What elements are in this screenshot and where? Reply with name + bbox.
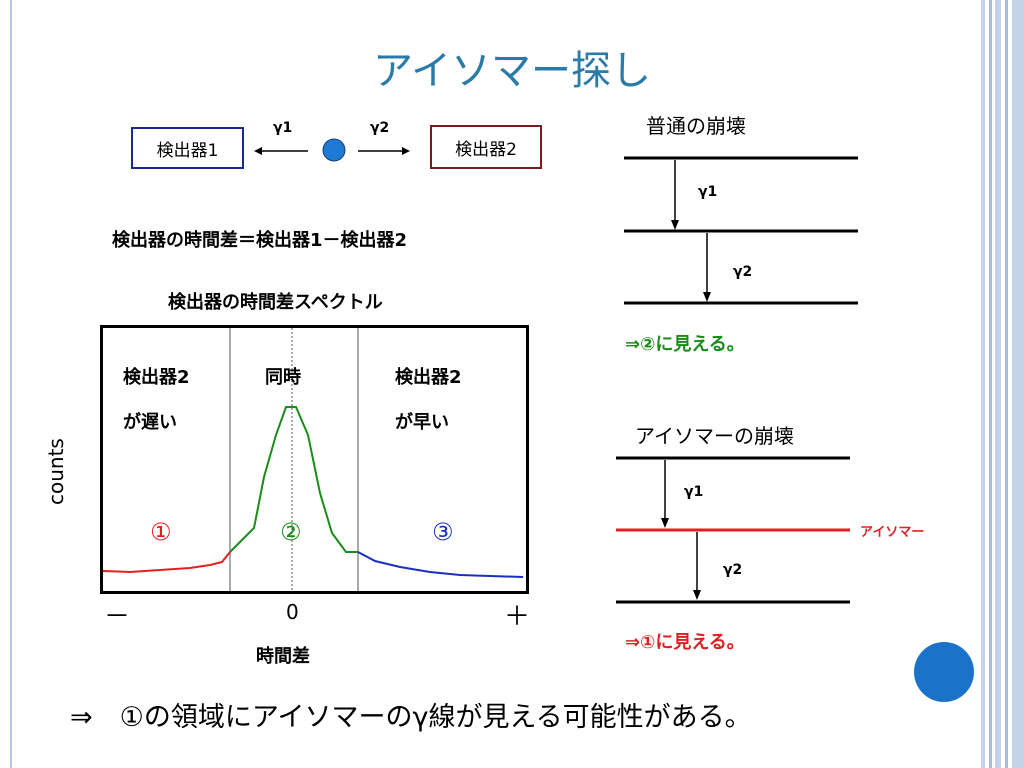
spectrum-curve-mid [229,406,358,553]
isomer-decay-scheme [616,456,850,604]
detector2-label: 検出器2 [455,139,517,160]
region-left-label-2: が遅い [123,412,177,433]
y-axis-label: counts [44,438,68,505]
normal-gamma1: γ1 [698,184,718,200]
normal-decay-title: 普通の崩壊 [646,114,746,138]
plot-frame [100,325,529,594]
spectrum-curve-right [357,551,524,578]
gamma1-arrow-icon [661,518,669,528]
decorative-circle [914,642,974,702]
normal-gamma2: γ2 [733,264,753,280]
gamma1-arrow-icon [671,220,679,230]
marker-3: ③ [432,518,454,546]
detector1-box: 検出器1 [131,127,244,169]
isomer-gamma1: γ1 [684,484,704,500]
isomer-gamma2: γ2 [723,562,743,578]
arrow-right-icon [402,147,410,155]
x-axis-label: 時間差 [256,646,310,667]
gamma2-arrow-icon [693,590,701,600]
conclusion-text: ⇒ ①の領域にアイソマーのγ線が見える可能性がある。 [70,702,752,733]
x-tick-minus: － [104,602,131,632]
normal-decay-result: ⇒②に見える。 [625,334,745,355]
isomer-level-label: アイソマー [860,525,925,540]
detector1-label: 検出器1 [156,140,219,161]
slide-right-border [975,0,1024,768]
time-difference-formula: 検出器の時間差＝検出器1－検出器2 [112,230,408,251]
setup-gamma2: γ2 [370,120,390,136]
region-mid-label: 同時 [265,367,301,388]
region-right-label-1: 検出器2 [395,367,462,388]
marker-1: ① [150,518,172,546]
spectrum-curve-left [102,551,231,574]
slide-title: アイソマー探し [373,48,651,94]
setup-gamma1: γ1 [273,120,293,136]
nucleus-dot [322,138,346,162]
marker-2: ② [280,518,302,546]
slide-left-border [0,0,12,768]
time-spectrum-plot [100,325,529,594]
region-right-label-2: が早い [395,412,449,433]
normal-decay-scheme [624,156,858,305]
region-left-label-1: 検出器2 [123,367,190,388]
x-tick-zero: 0 [286,600,299,624]
detector2-box: 検出器2 [430,125,542,169]
gamma2-arrow-icon [703,292,711,302]
spectrum-title: 検出器の時間差スペクトル [168,292,383,313]
emission-diagram [254,138,410,162]
isomer-decay-result: ⇒①に見える。 [625,632,745,653]
arrow-left-icon [254,147,262,155]
isomer-decay-title: アイソマーの崩壊 [635,424,794,448]
x-tick-plus: ＋ [504,602,531,632]
